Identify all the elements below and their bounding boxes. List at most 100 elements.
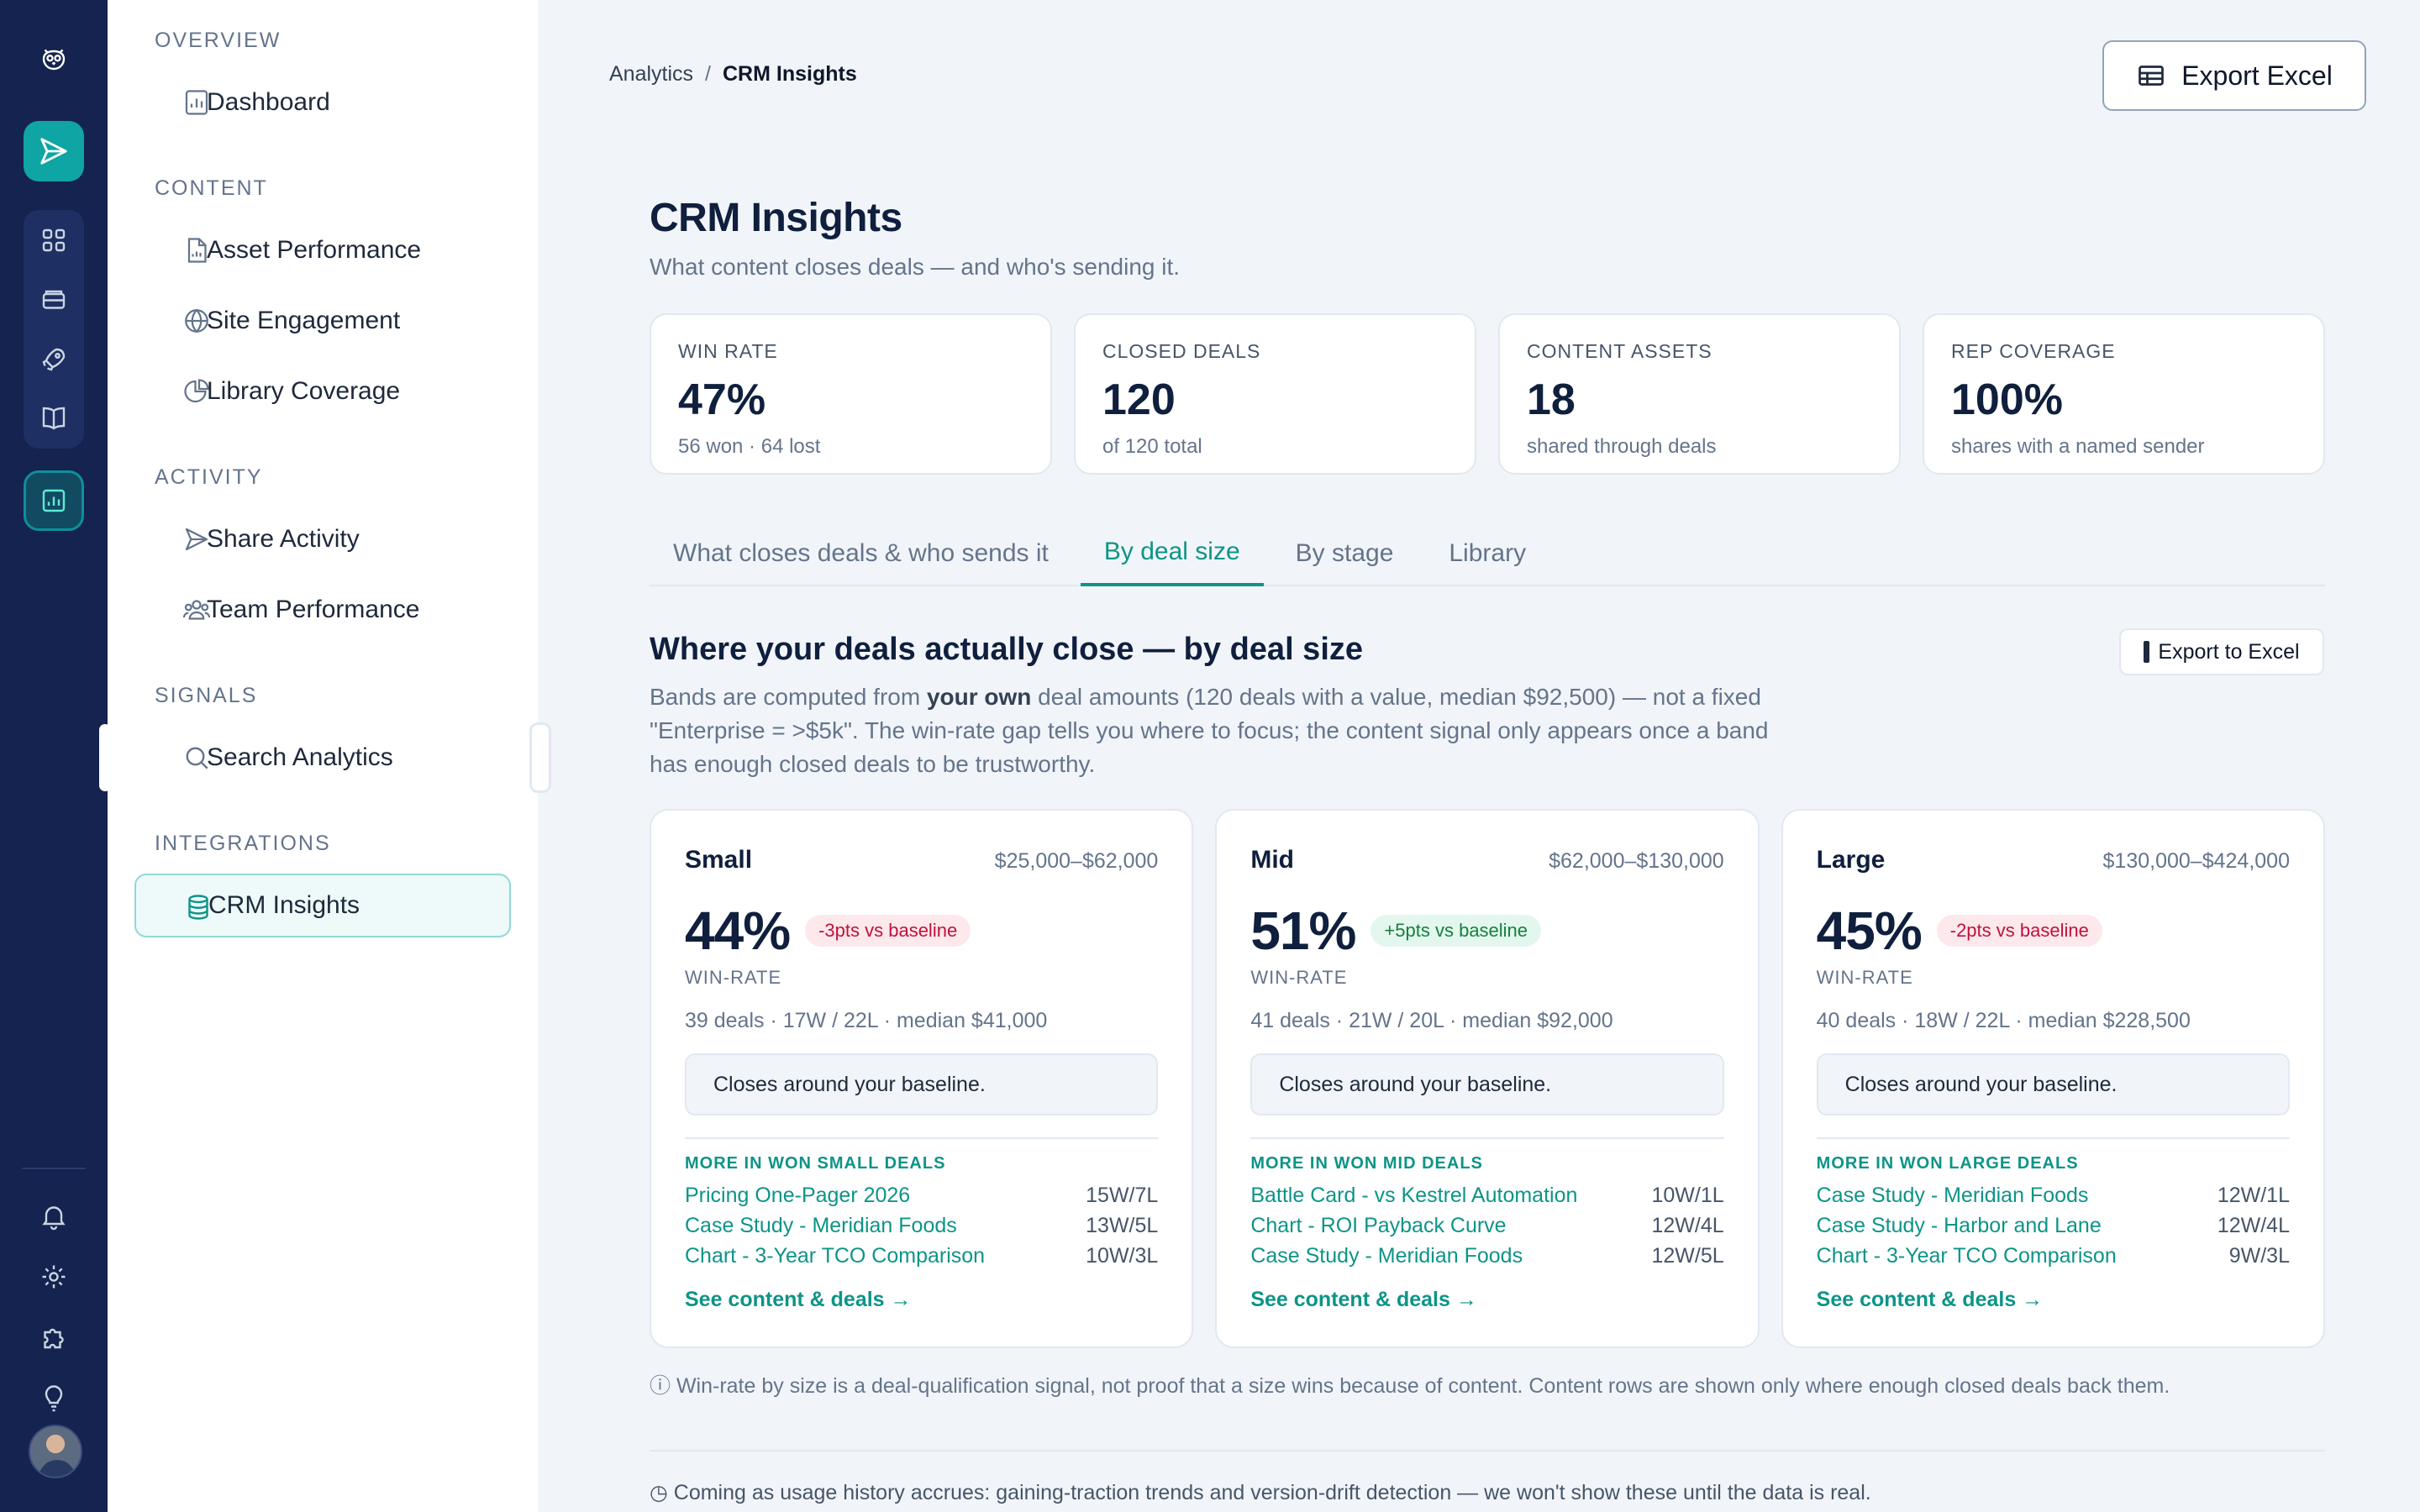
tab-by-stage[interactable]: By stage (1295, 539, 1394, 567)
grid-icon[interactable] (29, 215, 79, 265)
kpi-win-rate: WIN RATE 47% 56 won · 64 lost (650, 313, 1052, 475)
nav-item-site-engagement[interactable]: Site Engagement (134, 289, 511, 353)
inbox-icon[interactable] (29, 274, 79, 324)
baseline-badge: -2pts vs baseline (1936, 915, 2102, 947)
nav-section-activity: ACTIVITY (155, 465, 263, 489)
asset-link[interactable]: Chart - ROI Payback Curve (1250, 1214, 1507, 1237)
book-icon[interactable] (29, 393, 79, 444)
nav-item-crm-insights[interactable]: CRM Insights (134, 874, 511, 937)
asset-row: Case Study - Meridian Foods 12W/5L (1250, 1241, 1723, 1271)
rocket-icon[interactable] (29, 334, 79, 385)
kpi-label: WIN RATE (678, 340, 778, 362)
band-card-large: Large $130,000–$424,000 45% -2pts vs bas… (1781, 809, 2325, 1348)
document-icon (182, 235, 212, 265)
rail-group (24, 210, 84, 449)
nav-item-label: CRM Insights (208, 891, 360, 919)
kpi-label: CONTENT ASSETS (1527, 340, 1712, 362)
asset-link[interactable]: Chart - 3-Year TCO Comparison (685, 1244, 986, 1268)
see-content-link[interactable]: See content & deals → (1250, 1288, 1477, 1311)
more-in-won-label: MORE IN WON SMALL DEALS (685, 1154, 946, 1173)
asset-link[interactable]: Case Study - Meridian Foods (1816, 1184, 2089, 1207)
asset-link[interactable]: Case Study - Meridian Foods (1250, 1244, 1523, 1268)
asset-link[interactable]: Case Study - Harbor and Lane (1816, 1214, 2102, 1237)
band-note: Closes around your baseline. (685, 1053, 1159, 1116)
more-in-won-label: MORE IN WON LARGE DEALS (1816, 1154, 2079, 1173)
divider (650, 1450, 2325, 1452)
page-title: CRM Insights (650, 196, 902, 240)
band-card-small: Small $25,000–$62,000 44% -3pts vs basel… (650, 809, 1194, 1348)
nav-item-share-activity[interactable]: Share Activity (134, 507, 511, 571)
tab-what-closes-deals[interactable]: What closes deals & who sends it (673, 539, 1049, 567)
rail-divider (22, 1168, 86, 1169)
band-stats: 40 deals · 18W / 22L · median $228,500 (1816, 1009, 2191, 1032)
tab-by-deal-size[interactable]: By deal size (1080, 521, 1264, 586)
band-card-mid: Mid $62,000–$130,000 51% +5pts vs baseli… (1215, 809, 1760, 1348)
nav-resize-handle[interactable] (529, 722, 551, 793)
nav-item-asset-performance[interactable]: Asset Performance (134, 218, 511, 282)
asset-row: Chart - 3-Year TCO Comparison 10W/3L (685, 1241, 1158, 1271)
export-to-excel-label: Export to Excel (2158, 639, 2300, 664)
kpi-value: 47% (678, 375, 766, 424)
globe-icon (182, 306, 212, 336)
asset-link[interactable]: Case Study - Meridian Foods (685, 1214, 957, 1237)
nav-item-search-analytics[interactable]: Search Analytics (134, 726, 511, 790)
search-icon (182, 743, 212, 773)
nav-item-label: Site Engagement (207, 307, 401, 334)
puzzle-icon[interactable] (29, 1312, 79, 1362)
kpi-row: WIN RATE 47% 56 won · 64 lost CLOSED DEA… (650, 313, 2325, 475)
nav-item-label: Library Coverage (207, 377, 401, 405)
tab-library[interactable]: Library (1449, 539, 1527, 567)
database-icon (183, 892, 213, 922)
send-icon[interactable] (24, 121, 84, 181)
breadcrumb-separator: / (705, 62, 711, 86)
footnote: ⓘ Win-rate by size is a deal-qualificati… (650, 1374, 2170, 1398)
bell-icon[interactable] (29, 1191, 79, 1242)
export-to-excel-button[interactable]: Export to Excel (2119, 628, 2324, 675)
analytics-icon[interactable] (24, 470, 84, 531)
kpi-rep-coverage: REP COVERAGE 100% shares with a named se… (1923, 313, 2325, 475)
gear-icon[interactable] (29, 1252, 79, 1302)
kpi-sub: shared through deals (1527, 435, 1717, 458)
desc-part: Bands are computed from (650, 684, 927, 710)
lightbulb-icon[interactable] (29, 1373, 79, 1423)
nav-item-library-coverage[interactable]: Library Coverage (134, 360, 511, 423)
icon-rail (0, 0, 111, 1512)
asset-score: 15W/7L (1086, 1184, 1159, 1207)
asset-link[interactable]: Battle Card - vs Kestrel Automation (1250, 1184, 1578, 1207)
band-note: Closes around your baseline. (1250, 1053, 1724, 1116)
export-excel-label: Export Excel (2181, 60, 2333, 91)
divider (685, 1137, 1159, 1139)
asset-row: Case Study - Meridian Foods 13W/5L (685, 1210, 1158, 1241)
export-excel-button[interactable]: Export Excel (2102, 40, 2366, 111)
see-content-link[interactable]: See content & deals → (685, 1288, 912, 1311)
win-rate-label: WIN-RATE (685, 967, 782, 988)
nav-section-overview: OVERVIEW (155, 29, 281, 52)
asset-link[interactable]: Pricing One-Pager 2026 (685, 1184, 911, 1207)
section-description: Bands are computed from your own deal am… (650, 680, 1792, 781)
asset-row: Case Study - Meridian Foods 12W/1L (1817, 1180, 2290, 1210)
nav-item-label: Share Activity (207, 525, 360, 553)
chart-doc-icon (182, 87, 212, 118)
kpi-label: CLOSED DEALS (1102, 340, 1261, 362)
avatar[interactable] (29, 1425, 82, 1478)
more-in-won-label: MORE IN WON MID DEALS (1250, 1154, 1483, 1173)
breadcrumb: Analytics / CRM Insights (609, 62, 857, 87)
breadcrumb-parent[interactable]: Analytics (609, 62, 694, 86)
see-content-link[interactable]: See content & deals → (1816, 1288, 2044, 1311)
asset-score: 12W/1L (2217, 1184, 2290, 1207)
nav-section-signals: SIGNALS (155, 684, 258, 707)
asset-score: 12W/5L (1651, 1244, 1724, 1268)
export-bar-icon (2144, 641, 2150, 663)
nav-item-team-performance[interactable]: Team Performance (134, 578, 511, 642)
divider (1250, 1137, 1724, 1139)
band-stats: 39 deals · 17W / 22L · median $41,000 (685, 1009, 1048, 1032)
asset-row: Case Study - Harbor and Lane 12W/4L (1817, 1210, 2290, 1241)
asset-link[interactable]: Chart - 3-Year TCO Comparison (1816, 1244, 2117, 1268)
band-note: Closes around your baseline. (1816, 1053, 2290, 1116)
band-name: Small (685, 846, 753, 874)
nav-item-dashboard[interactable]: Dashboard (134, 71, 511, 134)
band-name: Large (1816, 846, 1886, 874)
band-cards: Small $25,000–$62,000 44% -3pts vs basel… (650, 809, 2325, 1348)
owl-logo-icon[interactable] (29, 34, 79, 84)
kpi-sub: of 120 total (1102, 435, 1202, 458)
